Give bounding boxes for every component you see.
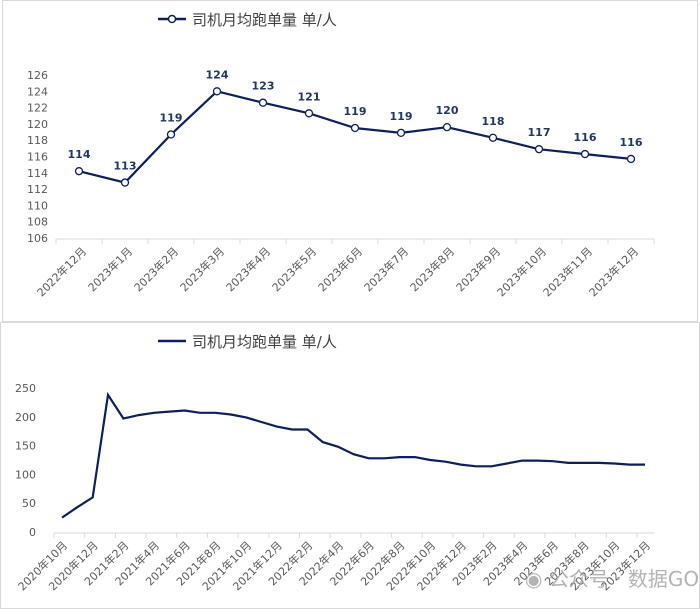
data-point-marker xyxy=(534,145,544,154)
data-point-marker xyxy=(626,154,636,164)
data-label: 124 xyxy=(206,68,229,81)
legend-marker-icon xyxy=(167,14,177,24)
y-tick-label: 50 xyxy=(22,497,36,510)
legend-label: 司机月均跑单量 单/人 xyxy=(192,333,337,351)
line-chart-recent: 司机月均跑单量 单/人 1061081101121141161181201221… xyxy=(27,11,655,299)
y-tick-label: 118 xyxy=(27,134,48,147)
data-point-marker xyxy=(580,149,590,159)
x-tick-label: 2023年2月 xyxy=(131,244,181,294)
data-point-marker xyxy=(442,123,452,132)
y-tick-label: 120 xyxy=(27,118,48,131)
y-tick-label: 150 xyxy=(15,440,36,453)
y-tick-label: 126 xyxy=(27,69,48,82)
data-point-marker xyxy=(258,98,268,107)
data-label: 116 xyxy=(620,136,643,149)
x-tick-label: 2023年7月 xyxy=(361,244,411,294)
x-tick-label: 2023年4月 xyxy=(223,244,273,294)
x-tick-label: 2023年1月 xyxy=(85,244,135,294)
watermark: ◉ 公众号 · 数据GO xyxy=(525,563,699,592)
data-label: 118 xyxy=(482,115,505,128)
x-tick-label: 2023年8月 xyxy=(407,244,457,294)
data-label: 121 xyxy=(298,90,321,103)
data-label: 120 xyxy=(436,104,459,117)
data-label: 119 xyxy=(344,105,367,118)
y-tick-label: 100 xyxy=(15,468,36,481)
data-labels: 114 113 119 124 123 121 119 119 120 118 117 116 116 xyxy=(68,68,643,172)
x-axis xyxy=(53,532,654,538)
y-tick-label: 250 xyxy=(15,382,36,395)
watermark-text: 公众号 · 数据GO xyxy=(548,567,700,591)
data-point-marker xyxy=(304,109,314,118)
x-tick-label: 2023年6月 xyxy=(315,244,365,294)
data-label: 119 xyxy=(390,110,413,123)
legend: 司机月均跑单量 单/人 xyxy=(158,333,337,351)
data-label: 113 xyxy=(114,160,137,173)
y-tick-label: 124 xyxy=(27,85,48,98)
data-points xyxy=(74,87,636,187)
y-tick-label: 114 xyxy=(27,167,48,180)
y-tick-label: 110 xyxy=(27,199,48,212)
y-tick-label: 200 xyxy=(15,411,36,424)
chart-panel-recent xyxy=(2,0,698,322)
data-label: 114 xyxy=(68,148,91,161)
y-axis: 0 50 100 150 200 250 xyxy=(15,382,36,539)
legend-label: 司机月均跑单量 单/人 xyxy=(192,11,337,29)
x-tick-label: 2023年9月 xyxy=(453,244,503,294)
data-label: 119 xyxy=(160,111,183,124)
data-point-marker xyxy=(396,128,406,138)
y-tick-label: 112 xyxy=(27,183,48,196)
y-axis: 106 108 110 112 114 116 118 120 122 124 126 xyxy=(27,69,48,245)
x-axis xyxy=(55,238,655,244)
data-point-marker xyxy=(120,178,130,187)
legend: 司机月均跑单量 单/人 xyxy=(158,11,337,29)
x-axis-labels: 2022年12月2023年1月2023年2月2023年3月2023年4月2023… xyxy=(34,244,641,299)
x-tick-label: 2023年12月 xyxy=(586,244,641,299)
x-tick-label: 2023年3月 xyxy=(177,244,227,294)
x-tick-label: 2023年5月 xyxy=(269,244,319,294)
data-point-marker xyxy=(488,133,498,142)
data-point-marker xyxy=(74,167,84,176)
chart-panel-history xyxy=(0,322,700,609)
y-tick-label: 122 xyxy=(27,102,48,115)
y-tick-label: 108 xyxy=(27,216,48,229)
x-tick-label: 2022年12月 xyxy=(34,244,89,299)
y-tick-label: 116 xyxy=(27,151,48,164)
data-label: 123 xyxy=(252,80,275,93)
wechat-icon: ◉ xyxy=(525,567,543,591)
data-label: 116 xyxy=(574,131,597,144)
series-line xyxy=(61,391,645,519)
data-point-marker xyxy=(212,87,222,96)
y-tick-label: 0 xyxy=(29,526,36,539)
y-tick-label: 106 xyxy=(27,232,48,245)
data-label: 117 xyxy=(528,126,551,139)
data-point-marker xyxy=(350,123,360,133)
data-point-marker xyxy=(166,130,176,139)
